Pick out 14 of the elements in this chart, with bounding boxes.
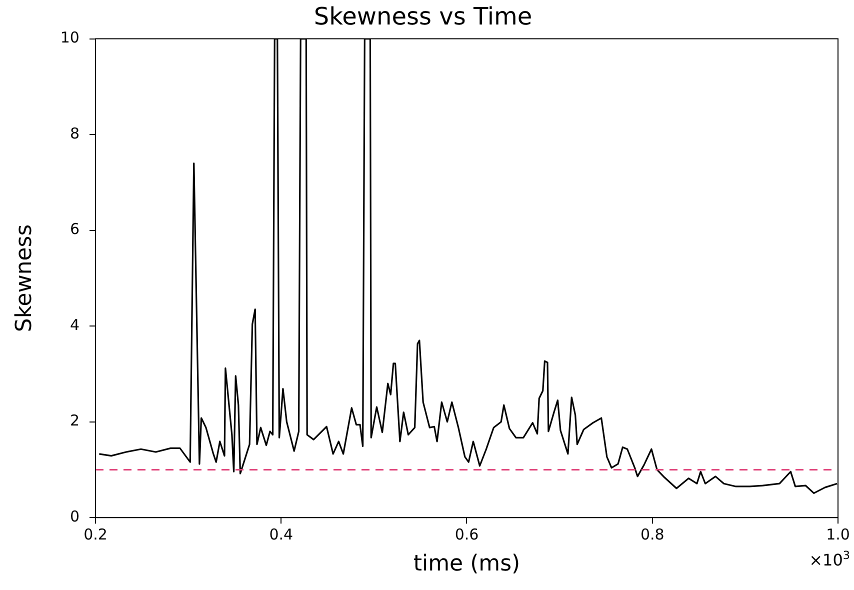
y-tick-label: 4 (70, 316, 80, 334)
y-tick-label: 0 (70, 507, 80, 526)
x-tick-label: 0.4 (269, 525, 294, 544)
y-tick-label: 10 (60, 28, 80, 47)
y-tick-label: 8 (70, 124, 80, 142)
y-tick-label: 6 (70, 220, 80, 238)
x-tick-label: 1.0 (826, 525, 850, 544)
y-axis-title: Skewness (12, 224, 37, 332)
x-tick-label: 0.2 (84, 525, 108, 544)
chart-title: Skewness vs Time (314, 2, 532, 31)
y-tick-label: 2 (70, 412, 80, 430)
x-axis-title: time (ms) (413, 552, 520, 577)
x-tick-label: 0.6 (454, 525, 479, 544)
x-tick-label: 0.8 (640, 525, 664, 544)
